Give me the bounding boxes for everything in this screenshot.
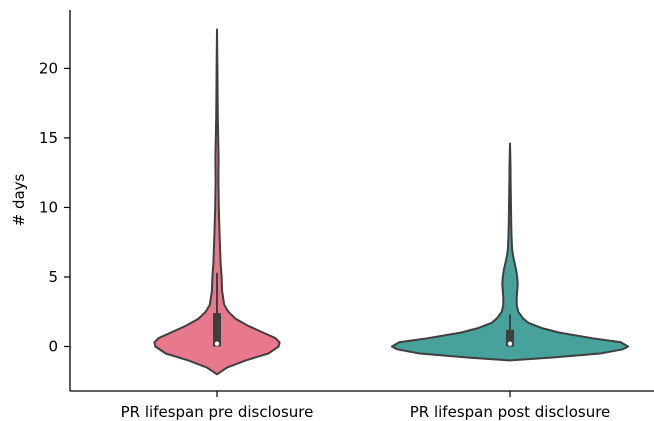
axes-layer: 0 5 10 15 20 PR lifespan pre disclosure PR lif… xyxy=(39,10,654,421)
y-tick-label-10: 10 xyxy=(39,198,58,216)
violins-layer xyxy=(154,30,628,375)
iqr-box-1 xyxy=(213,313,221,346)
x-tick-label-2: PR lifespan post disclosure xyxy=(410,403,611,421)
y-tick-label-0: 0 xyxy=(48,338,58,356)
y-tick-label-15: 15 xyxy=(39,129,58,147)
y-tick-label-20: 20 xyxy=(39,59,58,77)
median-dot-1 xyxy=(215,342,219,346)
x-tick-label-1: PR lifespan pre disclosure xyxy=(121,403,314,421)
y-tick-label-5: 5 xyxy=(48,268,58,286)
median-dot-2 xyxy=(508,342,512,346)
y-axis-title: # days xyxy=(10,173,28,226)
